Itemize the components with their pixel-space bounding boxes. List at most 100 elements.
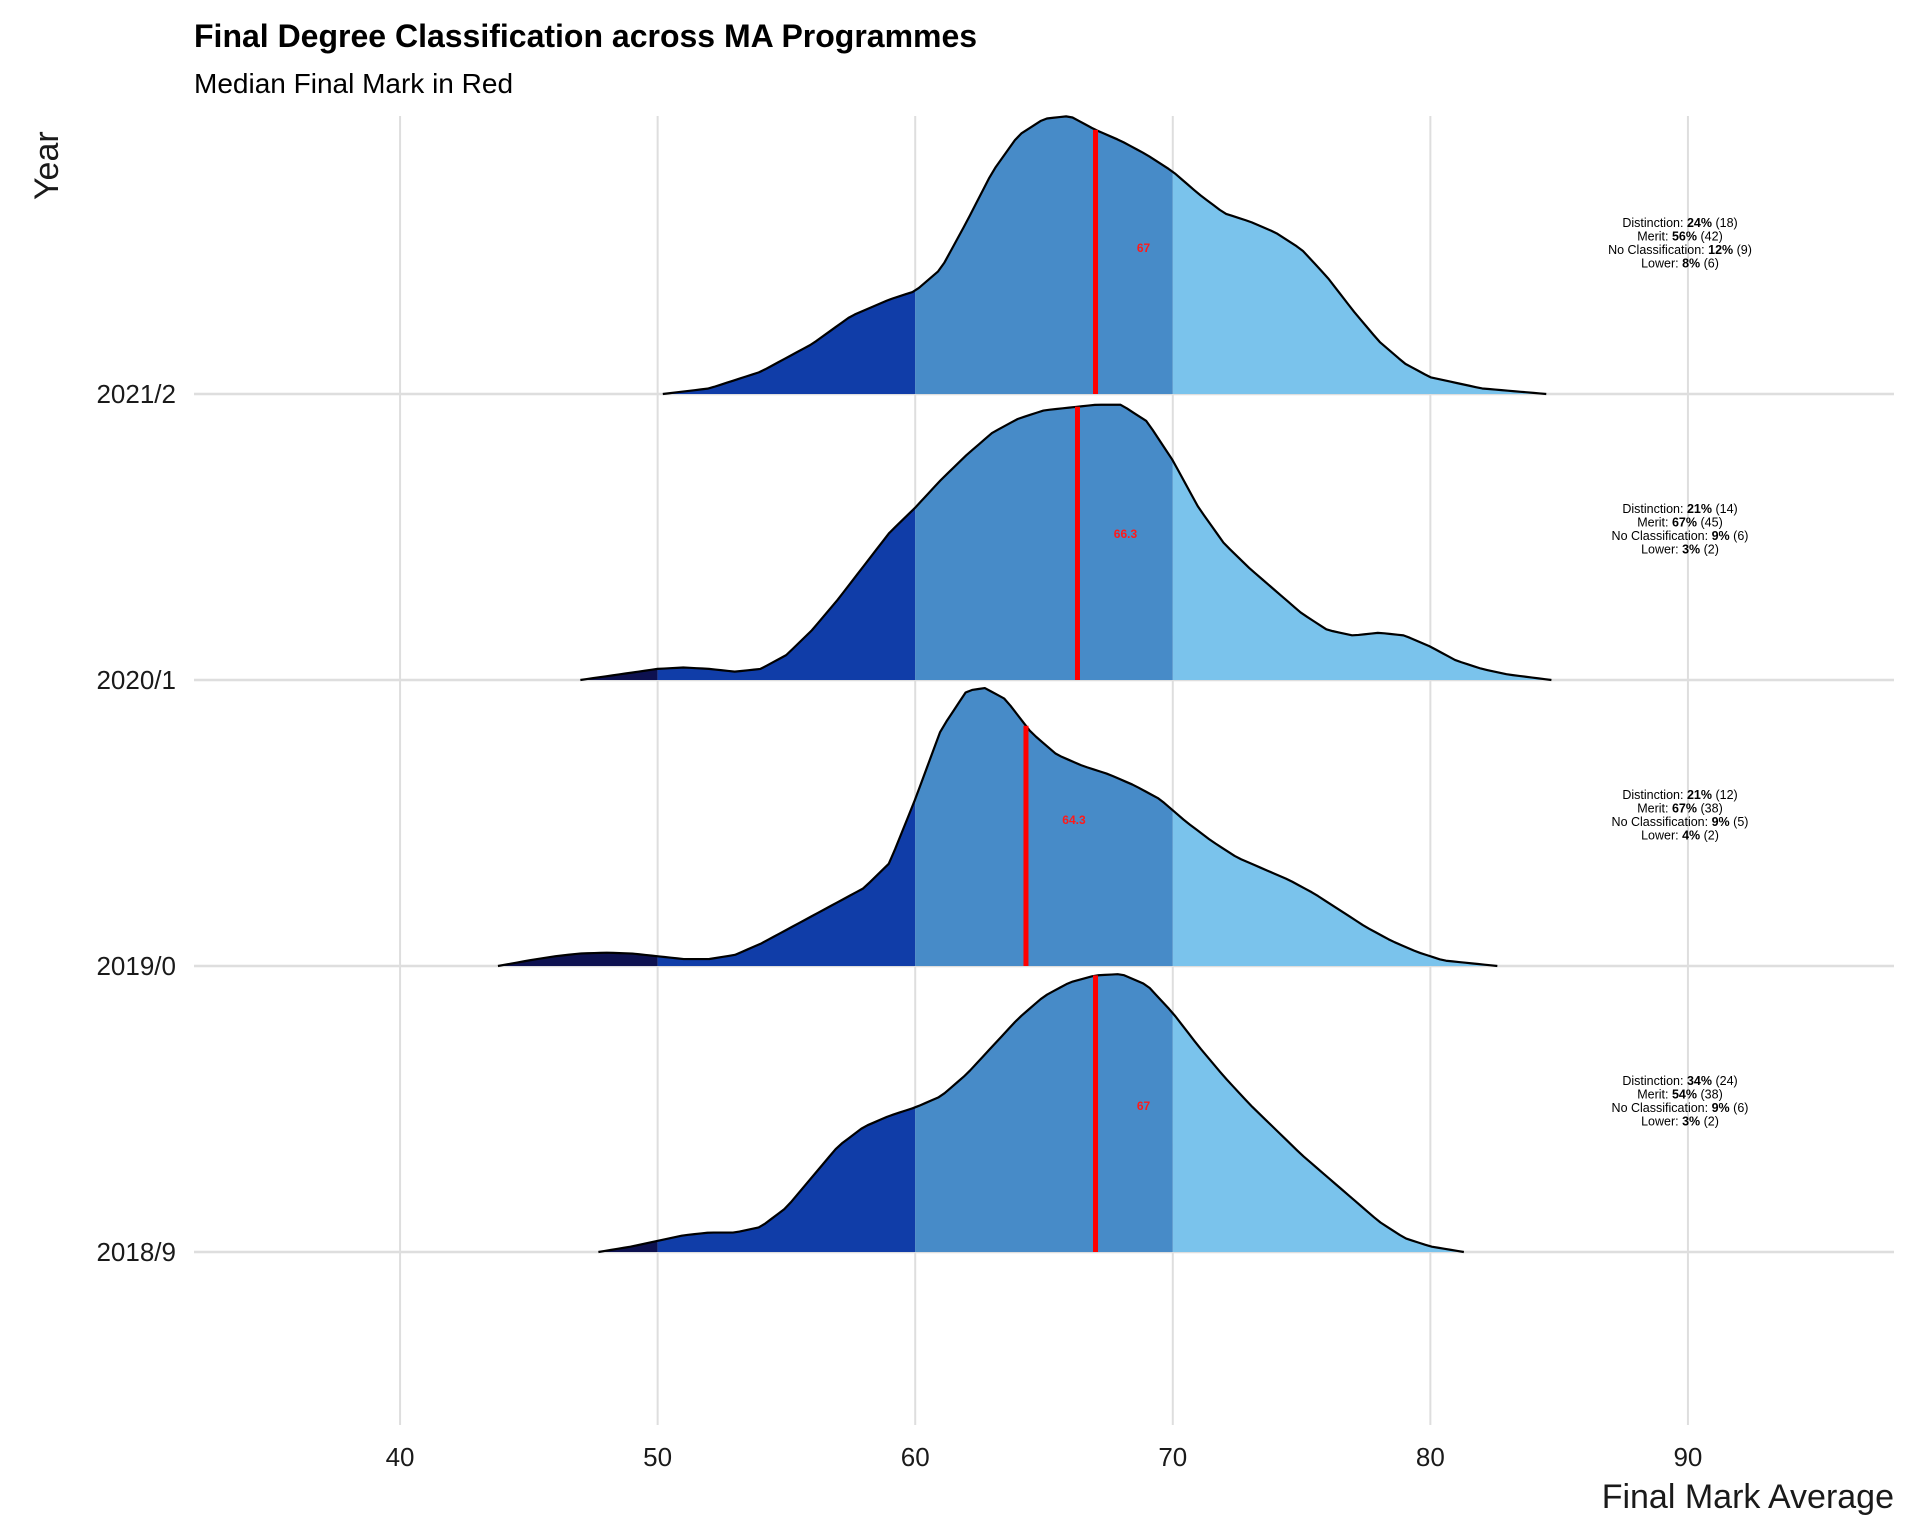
density-band [657,507,916,680]
density-band [915,116,1173,394]
annotation-percent: 67% [1672,802,1697,816]
annotation-colon: : [1665,802,1672,816]
classification-annotation: Merit: 54% (38) [1637,1088,1722,1102]
density-band [915,974,1173,1252]
classification-annotation: Distinction: 34% (24) [1622,1074,1737,1088]
annotation-percent: 24% [1687,216,1712,230]
density-band [657,1107,916,1252]
x-tick-label: 70 [1158,1442,1187,1472]
classification-annotation: No Classification: 9% (6) [1612,1101,1749,1115]
annotation-count: (12) [1715,788,1737,802]
annotation-class-name: Lower [1641,829,1675,843]
annotation-count: (6) [1733,529,1748,543]
density-band [1172,460,1552,680]
annotation-percent: 9% [1712,529,1730,543]
annotation-colon: : [1665,1088,1672,1102]
annotation-count: (24) [1715,1074,1737,1088]
annotation-count: (2) [1704,1115,1719,1129]
annotation-class-name: No Classification [1612,529,1705,543]
x-tick-label: 60 [901,1442,930,1472]
x-tick-label: 50 [643,1442,672,1472]
annotation-class-name: Lower [1641,1115,1675,1129]
annotation-colon: : [1680,216,1687,230]
chart-title: Final Degree Classification across MA Pr… [194,18,978,54]
annotation-class-name: Lower [1641,543,1675,557]
annotation-class-name: Distinction [1622,788,1680,802]
y-tick-label: 2019/0 [96,951,176,981]
annotation-colon: : [1705,815,1712,829]
chart-subtitle: Median Final Mark in Red [194,68,514,99]
annotation-colon: : [1705,1101,1712,1115]
annotation-percent: 9% [1712,1101,1730,1115]
annotation-class-name: Lower [1641,257,1675,271]
annotation-colon: : [1705,529,1712,543]
x-tick-label: 90 [1673,1442,1702,1472]
annotation-percent: 56% [1672,230,1697,244]
annotation-colon: : [1675,1115,1682,1129]
classification-annotation: Merit: 56% (42) [1637,230,1722,244]
density-outline [662,115,1547,396]
y-tick-label: 2020/1 [96,665,176,695]
annotation-percent: 67% [1672,516,1697,530]
annotation-class-name: No Classification [1612,1101,1705,1115]
classification-annotation: No Classification: 9% (6) [1612,529,1749,543]
annotation-count: (6) [1733,1101,1748,1115]
annotation-percent: 54% [1672,1088,1697,1102]
annotation-count: (38) [1701,1088,1723,1102]
annotation-colon: : [1701,243,1708,257]
annotation-class-name: No Classification [1608,243,1701,257]
annotation-colon: : [1675,829,1682,843]
annotation-colon: : [1680,502,1687,516]
median-label: 67 [1137,241,1151,255]
y-tick-label: 2021/2 [96,379,176,409]
annotation-class-name: No Classification [1612,815,1705,829]
classification-annotation: Distinction: 21% (12) [1622,788,1737,802]
median-label: 64.3 [1062,813,1086,827]
annotation-colon: : [1675,543,1682,557]
x-axis-title: Final Mark Average [1602,1478,1894,1516]
classification-annotation: Lower: 8% (6) [1641,257,1719,271]
annotation-percent: 21% [1687,502,1712,516]
annotation-count: (2) [1704,543,1719,557]
annotation-count: (42) [1701,230,1723,244]
median-label: 67 [1137,1099,1151,1113]
density-band [1172,171,1547,394]
annotation-count: (6) [1704,257,1719,271]
classification-annotation: Distinction: 21% (14) [1622,502,1737,516]
density-band [1172,810,1498,966]
annotation-class-name: Distinction [1622,216,1680,230]
annotation-count: (45) [1701,516,1723,530]
annotation-percent: 34% [1687,1074,1712,1088]
annotation-count: (38) [1701,802,1723,816]
annotation-colon: : [1675,257,1682,271]
labels-layer: 40 50 60 70 80 90 67 2021/2 Distinction: 24% (18… [96,216,1751,1472]
annotation-count: (5) [1733,815,1748,829]
annotation-colon: : [1680,1074,1687,1088]
x-tick-label: 40 [386,1442,415,1472]
classification-annotation: No Classification: 12% (9) [1608,243,1752,257]
annotation-percent: 3% [1682,1115,1700,1129]
density-outline [497,686,1498,968]
annotation-class-name: Distinction [1622,502,1680,516]
classification-annotation: Merit: 67% (38) [1637,802,1722,816]
annotation-colon: : [1665,516,1672,530]
density-outline [598,973,1465,1254]
density-band [1172,1012,1464,1252]
annotation-class-name: Distinction [1622,1074,1680,1088]
density-band [662,291,916,394]
density-band [915,404,1173,680]
classification-annotation: Merit: 67% (45) [1637,516,1722,530]
annotation-percent: 9% [1712,815,1730,829]
annotation-percent: 4% [1682,829,1700,843]
density-band [657,799,916,966]
annotation-percent: 3% [1682,543,1700,557]
y-axis-title: Year [28,131,66,200]
annotation-percent: 8% [1682,257,1700,271]
median-label: 66.3 [1114,527,1138,541]
annotation-count: (2) [1704,829,1719,843]
annotation-count: (9) [1737,243,1752,257]
density-band [915,688,1173,966]
density-band [598,1240,658,1252]
density-band [497,952,658,966]
